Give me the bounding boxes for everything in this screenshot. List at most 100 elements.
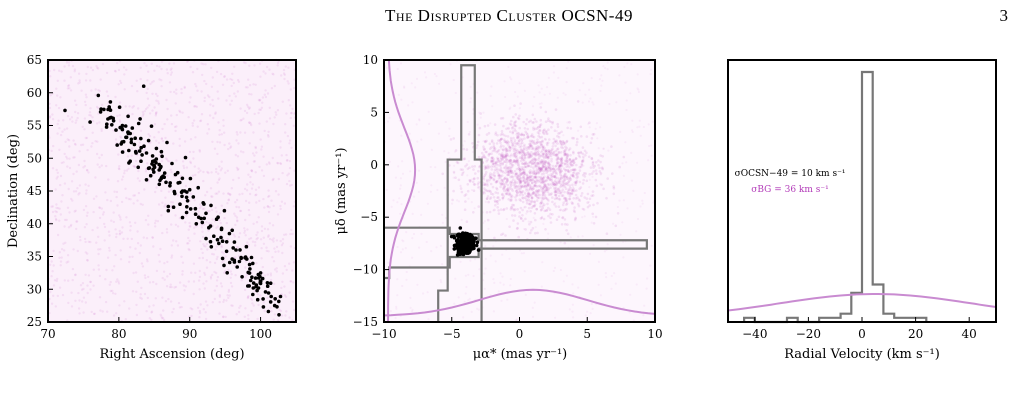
field-star: [543, 184, 546, 188]
member-point: [455, 245, 460, 250]
field-star: [528, 139, 532, 143]
field-star: [563, 153, 566, 157]
field-star: [573, 218, 577, 222]
field-star: [49, 290, 52, 294]
field-star: [547, 187, 551, 191]
field-star: [441, 172, 445, 176]
field-star: [244, 61, 247, 65]
field-star: [148, 134, 152, 138]
field-star: [452, 78, 455, 82]
field-star: [510, 187, 514, 191]
member-point: [265, 281, 270, 285]
field-star: [65, 127, 69, 130]
field-star: [513, 160, 516, 163]
field-star: [103, 225, 107, 229]
field-star: [207, 128, 211, 131]
field-star: [614, 282, 617, 285]
field-star: [488, 180, 491, 183]
field-star: [60, 248, 64, 251]
field-star: [506, 173, 510, 177]
field-star: [90, 89, 93, 92]
field-star: [214, 206, 217, 209]
field-star: [155, 111, 158, 114]
field-star: [515, 154, 518, 157]
field-star: [488, 165, 491, 169]
field-star: [518, 168, 521, 171]
field-star: [170, 223, 173, 226]
field-star: [150, 81, 154, 84]
field-star: [151, 236, 154, 239]
field-star: [227, 147, 230, 151]
field-star: [472, 168, 475, 171]
field-star: [54, 215, 57, 218]
field-star: [89, 288, 92, 291]
field-star: [85, 169, 89, 172]
field-star: [175, 159, 178, 162]
field-star: [490, 156, 494, 160]
field-star: [508, 187, 512, 190]
field-star: [521, 200, 525, 204]
field-star: [498, 198, 501, 202]
member-point: [136, 121, 141, 126]
field-star: [206, 248, 209, 251]
field-star: [586, 192, 590, 196]
field-star: [202, 223, 206, 226]
field-star: [569, 236, 572, 239]
field-star: [188, 221, 191, 225]
field-star: [498, 152, 501, 156]
field-star: [71, 120, 74, 123]
member-point: [140, 153, 144, 157]
field-star: [545, 153, 548, 156]
field-star: [541, 204, 545, 208]
field-star: [625, 99, 628, 102]
field-star: [515, 176, 519, 180]
field-star: [173, 90, 176, 94]
field-star: [496, 196, 499, 199]
rv-panel: −40 −20 0 20 40 σOCSN−49 = 10 km s⁻¹ σBG = 3…: [727, 59, 997, 362]
field-star: [486, 184, 489, 187]
field-star: [546, 161, 550, 164]
field-star: [289, 245, 293, 248]
field-star: [117, 167, 121, 170]
field-star: [485, 170, 488, 174]
field-star: [588, 88, 591, 91]
field-star: [276, 161, 279, 165]
field-star: [109, 280, 112, 284]
field-star: [89, 114, 93, 117]
field-star: [78, 235, 82, 239]
field-star: [59, 96, 62, 99]
member-point: [152, 163, 156, 168]
field-star: [496, 171, 500, 174]
field-star: [556, 122, 559, 126]
field-star: [95, 122, 99, 125]
field-star: [532, 172, 535, 176]
field-star: [552, 171, 556, 174]
field-star: [534, 193, 537, 196]
field-star: [292, 124, 295, 128]
field-star: [515, 142, 519, 145]
field-star: [124, 105, 127, 108]
field-star: [229, 276, 232, 279]
field-star: [275, 270, 278, 273]
field-star: [614, 224, 618, 228]
field-star: [551, 168, 554, 171]
field-star: [66, 165, 69, 168]
field-star: [509, 185, 512, 188]
field-star: [154, 92, 158, 96]
field-star: [542, 165, 545, 169]
field-star: [508, 169, 512, 172]
field-star: [523, 192, 527, 195]
field-star: [58, 69, 61, 72]
field-star: [502, 207, 506, 211]
field-star: [544, 180, 547, 183]
field-star: [108, 249, 111, 252]
field-star: [83, 159, 86, 163]
field-star: [485, 165, 488, 168]
field-star: [519, 169, 522, 172]
field-star: [544, 167, 548, 170]
field-star: [518, 151, 521, 154]
field-star: [545, 197, 549, 201]
field-star: [119, 232, 122, 235]
field-star: [530, 171, 534, 174]
field-star: [509, 159, 512, 162]
